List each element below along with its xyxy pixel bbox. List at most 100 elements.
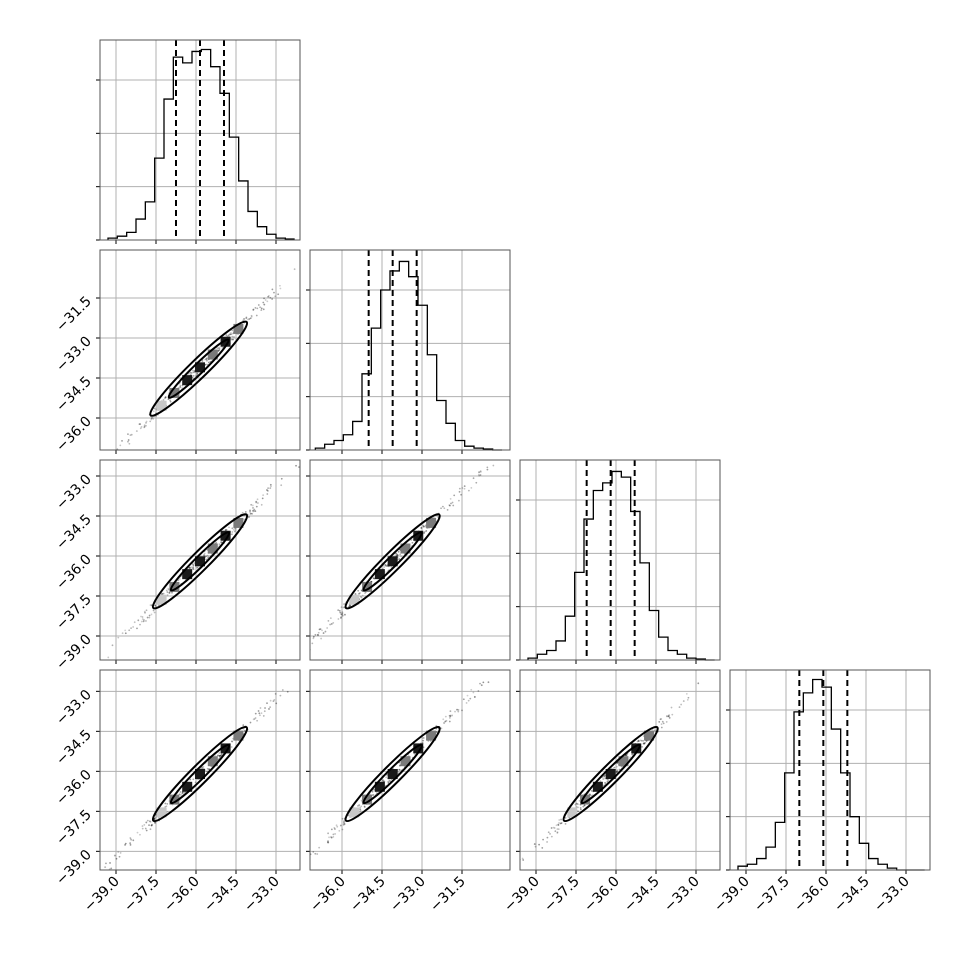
sample-point xyxy=(321,629,323,632)
x-tick-label: −37.5 xyxy=(751,874,793,916)
sample-point xyxy=(558,821,560,824)
sample-point xyxy=(205,555,207,558)
sample-point xyxy=(207,556,210,559)
sample-point xyxy=(149,604,152,606)
sample-point xyxy=(143,424,146,427)
sample-point xyxy=(504,876,506,878)
density-cell xyxy=(156,594,167,605)
sample-point xyxy=(252,309,255,311)
sample-point xyxy=(229,333,232,336)
sample-point xyxy=(397,550,400,553)
sample-point xyxy=(422,525,425,527)
y-tick-label: −34.5 xyxy=(53,727,95,769)
sample-point xyxy=(245,317,248,320)
sample-point xyxy=(166,594,169,596)
sample-point xyxy=(137,619,140,622)
sample-point xyxy=(473,695,476,698)
sample-point xyxy=(328,836,330,839)
sample-point xyxy=(133,621,136,624)
y-tick-label: −31.5 xyxy=(53,294,95,336)
sample-point xyxy=(242,727,245,730)
sample-point xyxy=(477,690,480,692)
sample-point xyxy=(607,779,610,782)
sample-point xyxy=(267,487,270,490)
sample-point xyxy=(260,307,263,310)
x-tick-label: −37.5 xyxy=(121,874,163,916)
sample-point xyxy=(243,729,246,732)
sample-point xyxy=(258,712,261,715)
density-cell xyxy=(195,556,205,567)
sample-point xyxy=(254,712,257,715)
sample-point xyxy=(400,555,403,558)
sample-point xyxy=(140,615,142,618)
sample-point xyxy=(660,726,663,729)
sample-point xyxy=(230,333,233,336)
sample-point xyxy=(111,644,114,647)
sample-point xyxy=(257,304,260,306)
sample-point xyxy=(671,713,674,716)
sample-point xyxy=(461,487,464,489)
sample-point xyxy=(140,620,143,623)
x-tick-label: −33.0 xyxy=(871,874,913,916)
density-cell xyxy=(233,730,244,741)
sample-point xyxy=(615,765,618,768)
sample-point xyxy=(168,592,171,594)
sample-point xyxy=(445,719,448,722)
sample-point xyxy=(203,552,206,555)
sample-point xyxy=(250,512,252,515)
sample-point xyxy=(460,493,462,496)
sample-point xyxy=(467,489,470,492)
sample-point xyxy=(442,718,445,721)
sample-point xyxy=(629,756,632,759)
sample-point xyxy=(191,371,194,374)
sample-point xyxy=(144,611,146,614)
sample-point xyxy=(435,727,438,730)
sample-point xyxy=(178,578,181,580)
sample-point xyxy=(278,284,281,287)
sample-point xyxy=(479,470,482,473)
sample-point xyxy=(188,566,191,569)
sample-point xyxy=(606,778,609,781)
pair-panel-2-0: −39.0−37.5−36.0−34.5−33.0 xyxy=(53,459,301,673)
sample-point xyxy=(599,780,602,782)
x-tick-label: −31.5 xyxy=(427,874,469,916)
sample-point xyxy=(275,702,278,705)
sample-point xyxy=(626,754,628,757)
sample-point xyxy=(153,611,156,614)
density-cell xyxy=(374,569,385,580)
sample-point xyxy=(206,767,209,770)
sample-point xyxy=(227,334,230,337)
sample-point xyxy=(359,808,362,811)
sample-point xyxy=(253,510,256,512)
sample-point xyxy=(422,739,425,742)
sample-point xyxy=(398,768,401,771)
sample-point xyxy=(149,828,152,831)
sample-point xyxy=(604,774,606,777)
sample-point xyxy=(215,541,218,544)
sample-point xyxy=(578,799,581,802)
sample-point xyxy=(129,842,132,844)
density-cell xyxy=(644,730,655,741)
sample-point xyxy=(117,636,120,639)
sample-point xyxy=(280,477,283,480)
sample-point xyxy=(194,781,197,784)
sample-point xyxy=(360,589,363,592)
sample-point xyxy=(160,593,163,596)
sample-point xyxy=(422,525,425,528)
sample-point xyxy=(203,554,206,556)
sample-point xyxy=(480,684,483,687)
sample-point xyxy=(295,652,297,654)
density-cell xyxy=(207,349,218,360)
sample-point xyxy=(423,531,425,534)
sample-point xyxy=(557,828,560,830)
density-cell xyxy=(592,781,603,792)
density-cell xyxy=(400,543,411,554)
sample-point xyxy=(255,505,258,508)
sample-point xyxy=(181,792,184,795)
contour-inner xyxy=(362,531,423,592)
sample-point xyxy=(232,338,234,341)
sample-point xyxy=(341,828,344,831)
contour-inner xyxy=(167,338,230,399)
sample-point xyxy=(538,843,540,846)
sample-point xyxy=(166,591,169,594)
